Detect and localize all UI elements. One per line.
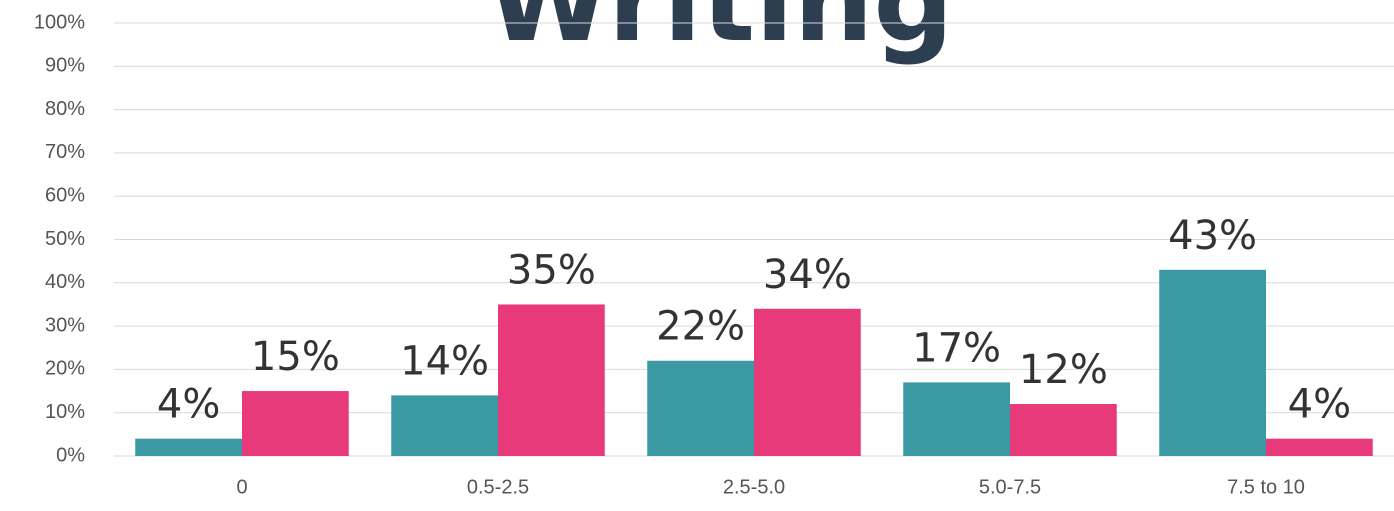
value-label: 4%: [1288, 382, 1351, 428]
chart-title: Writing: [486, 0, 953, 67]
bar: [135, 438, 242, 456]
bar: [903, 382, 1010, 456]
bar: [1266, 438, 1373, 456]
value-label: 43%: [1168, 213, 1257, 259]
bar: [754, 308, 861, 456]
bar: [1010, 404, 1117, 456]
y-tick-label: 90%: [45, 55, 85, 77]
x-tick-label: 2.5-5.0: [723, 476, 785, 498]
y-tick-label: 10%: [45, 401, 85, 423]
value-label: 14%: [400, 338, 489, 384]
value-label: 17%: [912, 325, 1001, 371]
y-tick-label: 0%: [56, 444, 85, 466]
y-tick-label: 70%: [45, 141, 85, 163]
x-tick-label: 0: [236, 476, 247, 498]
x-tick-label: 7.5 to 10: [1227, 476, 1305, 498]
bar: [391, 395, 498, 456]
value-label: 22%: [656, 304, 745, 350]
y-tick-label: 30%: [45, 314, 85, 336]
y-tick-label: 80%: [45, 98, 85, 120]
value-label: 4%: [157, 382, 220, 428]
value-label: 12%: [1019, 347, 1108, 393]
x-tick-label: 5.0-7.5: [979, 476, 1041, 498]
y-tick-label: 100%: [34, 11, 85, 33]
value-label: 35%: [507, 247, 596, 293]
value-label: 34%: [763, 252, 852, 298]
x-tick-label: 0.5-2.5: [467, 476, 529, 498]
y-tick-label: 60%: [45, 184, 85, 206]
bar: [242, 391, 349, 456]
y-tick-label: 20%: [45, 358, 85, 380]
bar: [1159, 269, 1266, 456]
y-tick-label: 50%: [45, 228, 85, 250]
bar: [498, 304, 605, 456]
bar: [647, 360, 754, 456]
y-tick-label: 40%: [45, 271, 85, 293]
value-label: 15%: [251, 334, 340, 380]
